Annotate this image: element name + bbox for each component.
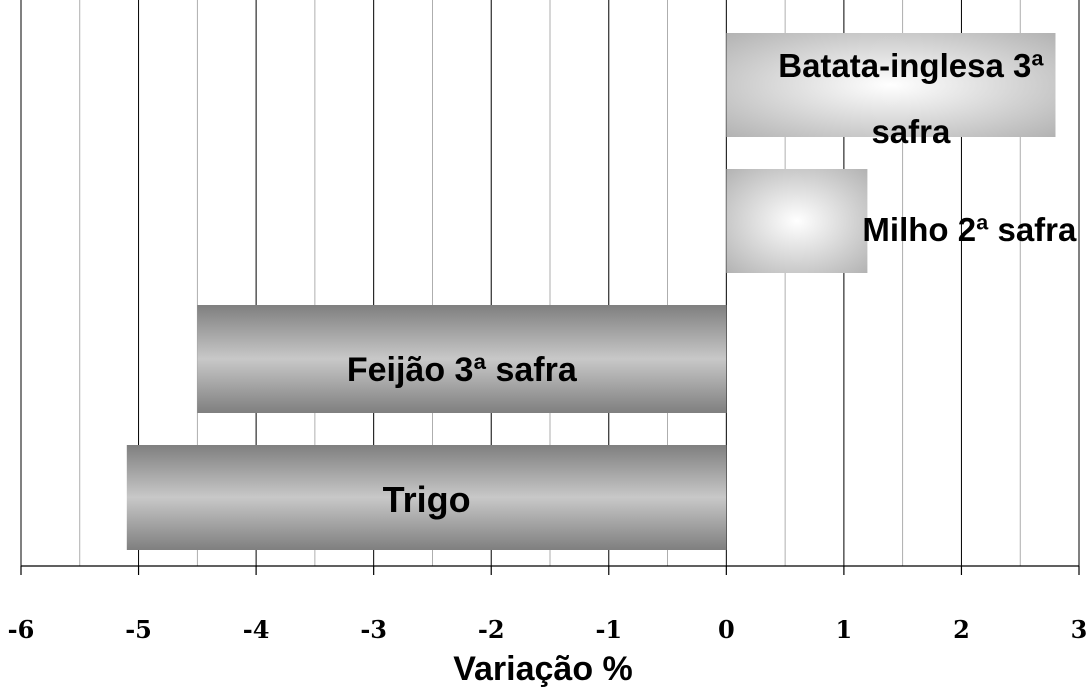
- bar-labels: Batata-inglesa 3ª safra Milho 2ª safra Feij…: [347, 47, 1077, 520]
- bar-label: Batata-inglesa 3ª: [778, 47, 1044, 84]
- x-tick-label: -2: [478, 615, 505, 644]
- bar-label: Milho 2ª safra: [862, 211, 1077, 248]
- x-tick-label: -1: [595, 615, 622, 644]
- x-tick-label: -6: [8, 615, 35, 644]
- x-tick-label: 0: [718, 615, 735, 644]
- bars: [126, 33, 1056, 550]
- x-tick-label: 1: [836, 615, 853, 644]
- x-tick-label: 2: [953, 615, 970, 644]
- bar: [726, 33, 1056, 137]
- bar: [126, 445, 727, 550]
- bar-label: Trigo: [383, 479, 471, 520]
- x-axis: -6 -5 -4 -3 -2 -1 0 1 2 3: [8, 565, 1087, 644]
- x-tick-label: 3: [1071, 615, 1087, 644]
- x-tick-label: -5: [125, 615, 152, 644]
- bar: [197, 305, 727, 413]
- x-axis-title: Variação %: [453, 650, 633, 688]
- bar: [726, 169, 868, 273]
- bar-label: safra: [871, 113, 951, 150]
- bar-label: Feijão 3ª safra: [347, 351, 578, 389]
- x-tick-label: -3: [360, 615, 387, 644]
- x-tick-label: -4: [243, 615, 270, 644]
